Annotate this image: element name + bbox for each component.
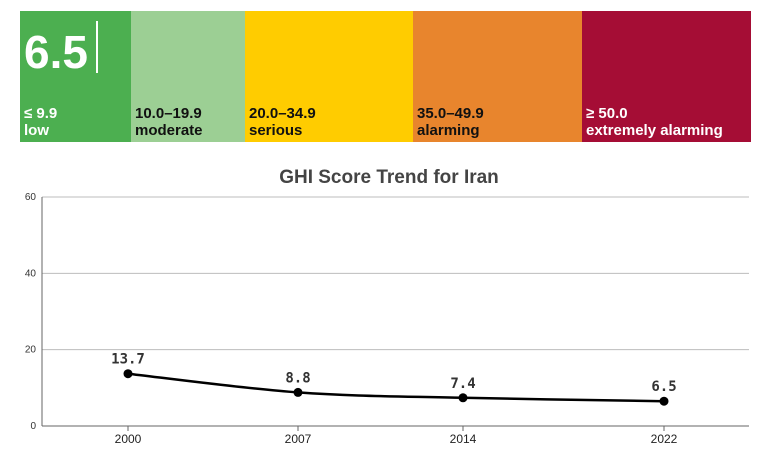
band-alarming: 35.0–49.9 alarming (413, 11, 582, 142)
axis-ticks: 0 20 40 60 2000 2007 2014 2022 (25, 192, 678, 446)
data-label: 7.4 (450, 376, 475, 392)
band-range-serious: 20.0–34.9 (249, 105, 316, 122)
data-points (123, 369, 669, 406)
y-tick-label: 60 (25, 192, 37, 203)
band-level-alarming: alarming (417, 122, 480, 139)
x-tick-label: 2022 (651, 432, 678, 446)
severity-scale: 6.5 ≤ 9.9 low 10.0–19.9 moderate 20.0–34… (20, 11, 751, 142)
y-tick-label: 0 (30, 421, 36, 432)
data-label: 6.5 (651, 379, 676, 395)
band-range-low: ≤ 9.9 (24, 105, 58, 122)
score-marker (96, 21, 98, 73)
band-low: 6.5 ≤ 9.9 low (20, 11, 131, 142)
data-label: 8.8 (285, 370, 310, 386)
data-point (293, 387, 303, 397)
y-tick-label: 40 (25, 268, 37, 279)
current-score: 6.5 (24, 26, 88, 78)
x-tick-label: 2000 (115, 432, 142, 446)
data-labels: 13.7 8.8 7.4 6.5 (111, 352, 677, 395)
data-point (458, 393, 468, 403)
band-extremely-alarming: ≥ 50.0 extremely alarming (582, 11, 751, 142)
ghi-trend-chart: GHI Score Trend for Iran 0 20 40 60 2000 2007… (25, 167, 749, 446)
chart-title: GHI Score Trend for Iran (279, 167, 499, 188)
data-point (659, 396, 669, 406)
series-line (127, 372, 665, 403)
gridlines (41, 196, 749, 427)
band-level-serious: serious (249, 122, 303, 139)
band-level-extremely-alarming: extremely alarming (586, 122, 723, 139)
band-moderate: 10.0–19.9 moderate (131, 11, 245, 142)
data-label: 13.7 (111, 352, 145, 368)
band-level-moderate: moderate (135, 122, 203, 139)
band-level-low: low (24, 122, 49, 139)
trend-line (127, 372, 665, 403)
data-point (123, 369, 133, 379)
x-tick-label: 2007 (285, 432, 312, 446)
band-range-extremely-alarming: ≥ 50.0 (586, 105, 628, 122)
band-range-alarming: 35.0–49.9 (417, 105, 484, 122)
band-serious: 20.0–34.9 serious (245, 11, 413, 142)
x-tick-label: 2014 (450, 432, 477, 446)
band-range-moderate: 10.0–19.9 (135, 105, 202, 122)
y-tick-label: 20 (25, 345, 37, 356)
